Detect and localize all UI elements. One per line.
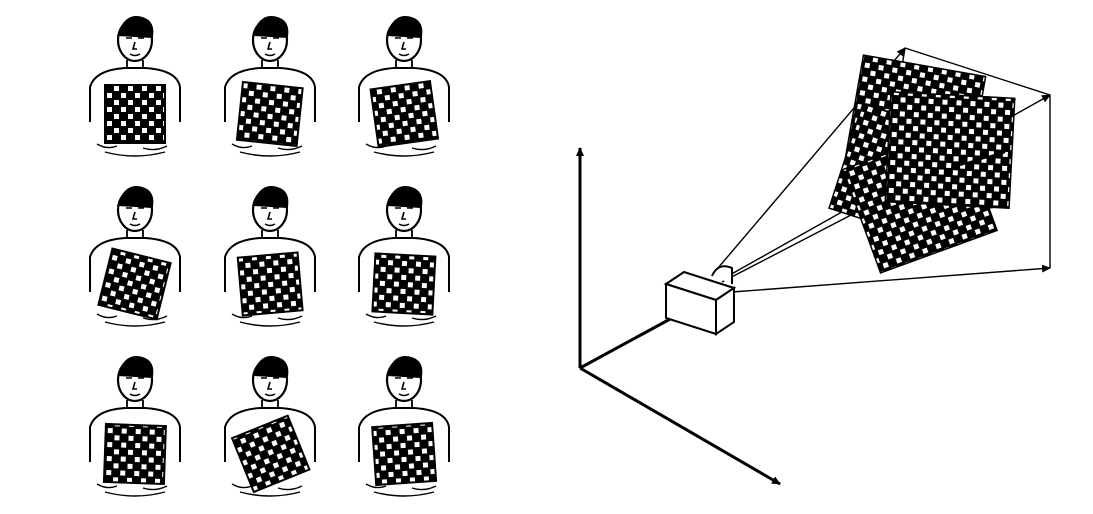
person-hands xyxy=(231,313,303,327)
person-hair xyxy=(117,16,154,39)
checkerboard-cluster xyxy=(828,54,1016,274)
checkerboard xyxy=(104,84,166,144)
person-hands xyxy=(231,483,303,497)
held-checkerboard xyxy=(97,247,172,321)
person-hands xyxy=(365,143,437,157)
checkerboard xyxy=(230,414,311,494)
person-face xyxy=(126,377,144,397)
calibration-scene xyxy=(576,47,1051,486)
held-checkerboard xyxy=(104,84,166,144)
person-face xyxy=(395,207,413,227)
checkerboard xyxy=(369,79,440,149)
person-hair xyxy=(117,186,154,209)
held-checkerboard xyxy=(369,79,440,149)
board-normal-arrow xyxy=(959,150,1006,166)
person-hair xyxy=(386,16,423,39)
person-face xyxy=(261,377,279,397)
person-hands xyxy=(96,483,168,497)
checkerboard xyxy=(235,80,304,148)
held-checkerboard xyxy=(236,251,304,317)
person-with-board xyxy=(224,186,316,327)
person-hair xyxy=(117,356,154,379)
person-with-board xyxy=(358,16,450,157)
person-hair xyxy=(386,186,423,209)
person-hair xyxy=(252,186,289,209)
person-hair xyxy=(252,16,289,39)
axis-depth xyxy=(579,366,781,486)
frustum-ray xyxy=(731,264,1051,293)
held-checkerboard xyxy=(230,414,311,494)
people-grid xyxy=(89,16,450,497)
person-hands xyxy=(365,483,437,497)
person-with-board xyxy=(358,186,450,327)
person-with-board xyxy=(224,16,316,157)
held-checkerboard xyxy=(371,421,438,487)
held-checkerboard xyxy=(102,422,167,486)
checkerboard xyxy=(97,247,172,321)
person-hands xyxy=(96,143,168,157)
person-hair xyxy=(386,356,423,379)
person-face xyxy=(126,37,144,57)
person-face xyxy=(395,377,413,397)
person-hands xyxy=(365,313,437,327)
calibration-board xyxy=(884,91,1016,209)
held-checkerboard xyxy=(235,80,304,148)
axis-to-camera xyxy=(579,316,673,370)
person-with-board xyxy=(224,356,316,497)
checkerboard xyxy=(884,91,1016,209)
person-face xyxy=(395,37,413,57)
person-face xyxy=(126,207,144,227)
person-with-board xyxy=(358,356,450,497)
person-with-board xyxy=(89,186,181,327)
camera-icon xyxy=(663,265,737,336)
person-with-board xyxy=(89,356,181,497)
person-face xyxy=(261,37,279,57)
person-hands xyxy=(231,143,303,157)
checkerboard xyxy=(102,422,167,486)
checkerboard xyxy=(236,251,304,317)
checkerboard xyxy=(371,421,438,487)
person-with-board xyxy=(89,16,181,157)
checkerboard xyxy=(371,252,437,316)
person-hair xyxy=(252,356,289,379)
person-face xyxy=(261,207,279,227)
held-checkerboard xyxy=(371,252,437,316)
